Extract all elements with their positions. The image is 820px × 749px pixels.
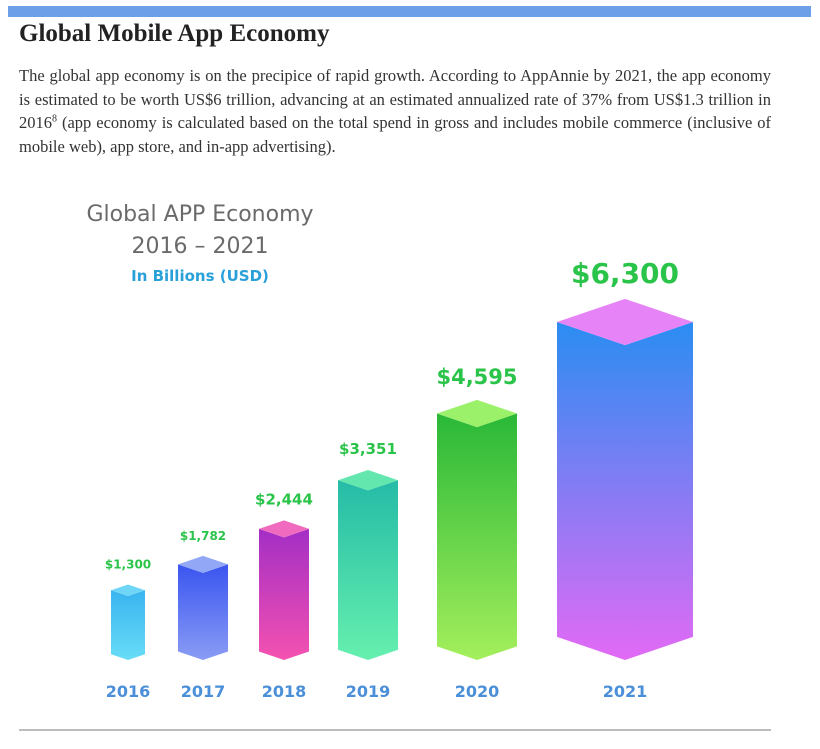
footnote-ref[interactable]: 8 <box>52 113 57 125</box>
value-label-2018: $2,444 <box>255 490 313 508</box>
chart-title-block: Global APP Economy 2016 – 2021 In Billio… <box>40 200 360 288</box>
value-label-2017: $1,782 <box>180 529 226 543</box>
bar-2020 <box>437 413 517 660</box>
chart-unit-label: In Billions (USD) <box>131 267 269 285</box>
bar-2016 <box>111 590 145 660</box>
bar-top-2020 <box>437 399 517 428</box>
bottom-divider <box>19 729 771 731</box>
bar-2019 <box>338 480 398 660</box>
bar-2021 <box>557 322 693 660</box>
bar-top-2021 <box>557 298 693 346</box>
category-label-2020: 2020 <box>455 682 500 701</box>
intro-text: The global app economy is on the precipi… <box>19 66 771 132</box>
bar-group: $1,300 2016 $1,782 2017 $2,444 2018 $3,351 2019… <box>105 257 693 701</box>
chart-title: Global APP Economy <box>86 202 314 227</box>
bar-top-2016 <box>111 584 145 597</box>
value-label-2016: $1,300 <box>105 557 151 571</box>
category-label-2021: 2021 <box>603 682 648 701</box>
bar-2018 <box>259 528 309 660</box>
value-label-2021: $6,300 <box>571 257 679 290</box>
intro-text-continued: (app economy is calculated based on the … <box>19 113 771 156</box>
category-label-2019: 2019 <box>346 682 391 701</box>
category-label-2016: 2016 <box>106 682 151 701</box>
category-label-2018: 2018 <box>262 682 307 701</box>
page-heading: Global Mobile App Economy <box>19 20 330 47</box>
bar-top-2018 <box>259 520 309 538</box>
bar-top-2019 <box>338 470 398 491</box>
value-label-2020: $4,595 <box>436 365 517 389</box>
top-accent-bar <box>8 6 811 17</box>
intro-paragraph: The global app economy is on the precipi… <box>19 64 771 158</box>
value-label-2019: $3,351 <box>339 440 397 458</box>
bar-top-2017 <box>178 555 228 573</box>
chart-subtitle: 2016 – 2021 <box>131 234 269 259</box>
bar-2017 <box>178 564 228 660</box>
category-label-2017: 2017 <box>181 682 226 701</box>
